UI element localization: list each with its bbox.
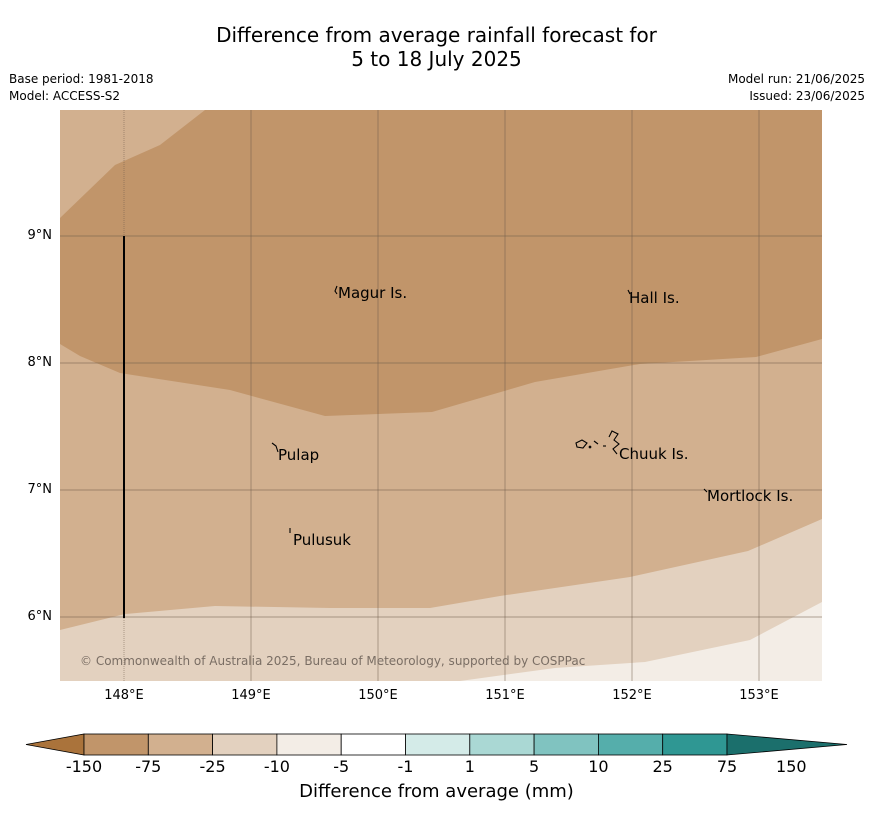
colorbar-tick-label: -5 bbox=[333, 757, 350, 776]
issued-label: Issued: 23/06/2025 bbox=[749, 89, 865, 103]
model-label: Model: ACCESS-S2 bbox=[9, 89, 121, 103]
colorbar-tick-label: -25 bbox=[199, 757, 226, 776]
colorbar-tick-label: -150 bbox=[65, 757, 103, 776]
island-hall-marker bbox=[627, 289, 631, 295]
lat-label-6n: 6°N bbox=[27, 609, 53, 624]
colorbar-tick-label: -10 bbox=[263, 757, 290, 776]
colorbar-segment bbox=[212, 733, 278, 756]
colorbar-tick-label: 5 bbox=[529, 757, 540, 776]
colorbar-segment bbox=[147, 733, 214, 756]
place-label-hall: Hall Is. bbox=[629, 289, 680, 307]
copyright-notice: © Commonwealth of Australia 2025, Bureau… bbox=[80, 654, 586, 668]
colorbar-tick-label: 75 bbox=[716, 757, 738, 776]
lon-label-148e: 148°E bbox=[104, 688, 144, 703]
colorbar-tick-label: 150 bbox=[776, 757, 807, 776]
lon-label-150e: 150°E bbox=[358, 688, 398, 703]
graticule bbox=[60, 110, 822, 681]
shade-band-neg5 bbox=[460, 602, 822, 681]
colorbar-tick-label: 10 bbox=[588, 757, 609, 776]
colorbar-tick-label: -75 bbox=[135, 757, 162, 776]
place-label-mortlock: Mortlock Is. bbox=[707, 487, 794, 505]
map-title-line2: 5 to 18 July 2025 bbox=[351, 47, 522, 71]
colorbar-segment bbox=[405, 733, 471, 756]
colorbar-extend-low bbox=[25, 733, 85, 756]
colorbar-segment bbox=[533, 733, 599, 756]
lat-label-7n: 7°N bbox=[27, 482, 53, 497]
map-title-line1: Difference from average rainfall forecas… bbox=[216, 23, 657, 47]
lon-label-153e: 153°E bbox=[739, 688, 779, 703]
colorbar-extend-high bbox=[726, 733, 848, 756]
place-label-magur: Magur Is. bbox=[338, 284, 408, 302]
lat-label-9n: 9°N bbox=[27, 228, 53, 243]
place-label-chuuk: Chuuk Is. bbox=[619, 445, 689, 463]
lon-label-151e: 151°E bbox=[485, 688, 525, 703]
island-chuuk-marker bbox=[575, 430, 620, 455]
colorbar-segment bbox=[469, 733, 535, 756]
island-pulap-marker bbox=[271, 442, 279, 453]
colorbar-tick-label: -1 bbox=[397, 757, 414, 776]
island-magur-marker bbox=[334, 285, 338, 295]
colorbar-segment bbox=[340, 733, 406, 756]
island-mortlock-marker bbox=[703, 488, 708, 493]
lat-label-8n: 8°N bbox=[27, 355, 53, 370]
shade-band-neg75 bbox=[60, 110, 822, 416]
colorbar-label: Difference from average (mm) bbox=[299, 781, 574, 802]
colorbar-segment bbox=[662, 733, 728, 756]
model-run-label: Model run: 21/06/2025 bbox=[727, 72, 865, 86]
colorbar bbox=[25, 733, 848, 756]
colorbar-tick-label: 1 bbox=[464, 757, 475, 776]
colorbar-segment bbox=[276, 733, 342, 756]
colorbar-segment bbox=[598, 733, 664, 756]
base-period-label: Base period: 1981-2018 bbox=[9, 72, 154, 86]
lon-label-149e: 149°E bbox=[231, 688, 271, 703]
lon-label-152e: 152°E bbox=[612, 688, 652, 703]
island-markers bbox=[271, 285, 708, 533]
colorbar-segment bbox=[83, 733, 149, 756]
place-label-pulusuk: Pulusuk bbox=[293, 531, 351, 549]
colorbar-tick-label: 25 bbox=[652, 757, 673, 776]
place-label-pulap: Pulap bbox=[278, 446, 320, 464]
